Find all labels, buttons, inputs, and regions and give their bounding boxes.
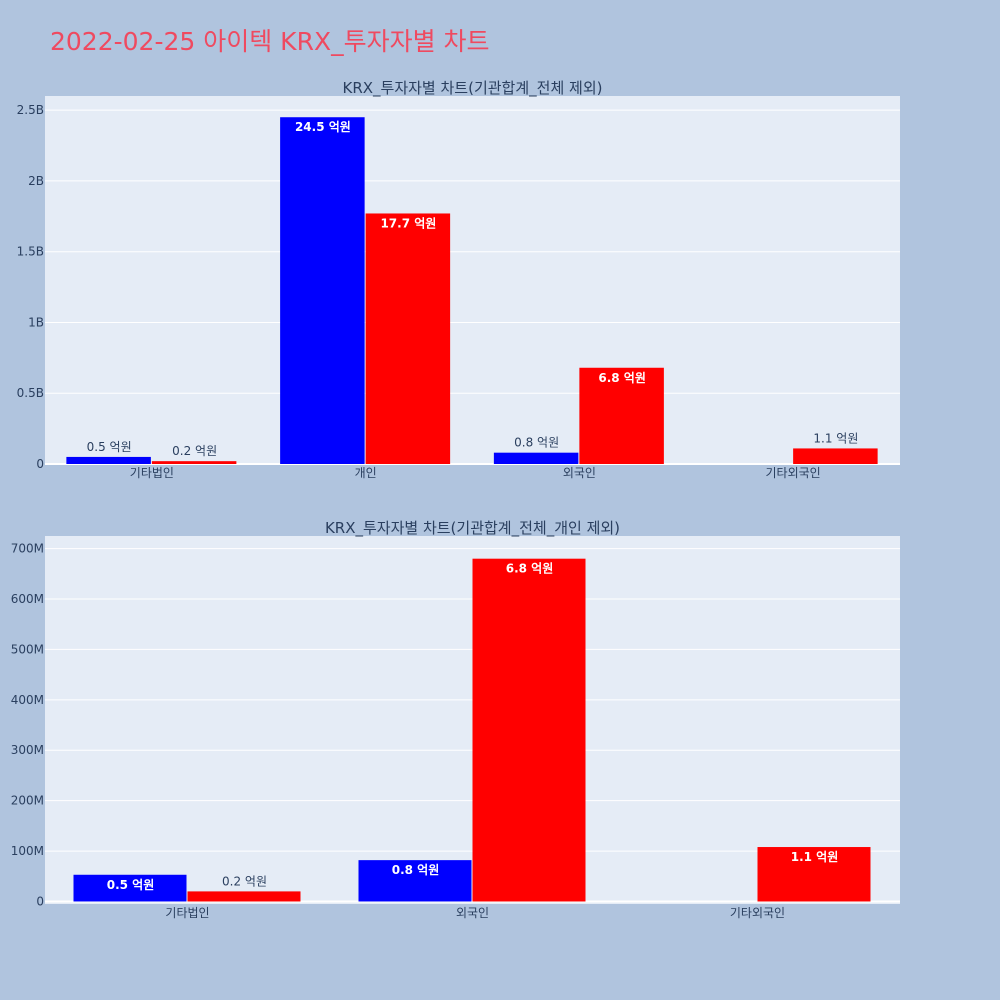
y-tick-label: 100M (11, 844, 44, 858)
bar-data-label: 24.5 억원 (295, 120, 351, 134)
bar-data-label: 6.8 억원 (506, 562, 554, 576)
x-tick-label: 외국인 (563, 466, 596, 480)
bar-red[interactable] (187, 891, 301, 902)
y-tick-label: 300M (11, 743, 44, 757)
bar-data-label: 0.5 억원 (87, 440, 132, 454)
bar-data-label: 0.2 억원 (172, 444, 217, 458)
bar-blue[interactable] (73, 874, 187, 902)
bar-data-label: 0.8 억원 (514, 436, 559, 450)
chart-title: KRX_투자자별 차트(기관합계_전체 제외) (343, 79, 603, 98)
bar-red[interactable] (472, 558, 586, 902)
y-tick-label: 700M (11, 542, 44, 556)
chart-title: KRX_투자자별 차트(기관합계_전체_개인 제외) (325, 519, 620, 538)
x-tick-label: 기타법인 (130, 466, 174, 480)
page-title: 2022-02-25 아이텍 KRX_투자자별 차트 (50, 27, 490, 56)
x-tick-label: 기타외국인 (730, 906, 785, 920)
x-tick-label: 기타법인 (165, 906, 209, 920)
bar-data-label: 17.7 억원 (380, 216, 436, 230)
x-tick-label: 기타외국인 (766, 466, 821, 480)
bar-red[interactable] (579, 367, 664, 464)
bar-data-label: 0.8 억원 (392, 863, 440, 877)
plot-area-1 (45, 96, 900, 464)
bar-data-label: 6.8 억원 (598, 371, 646, 385)
y-tick-label: 600M (11, 592, 44, 606)
bar-red[interactable] (151, 461, 237, 464)
x-tick-label: 외국인 (456, 906, 489, 920)
y-tick-label: 1.5B (17, 245, 44, 259)
y-tick-label: 0 (36, 894, 44, 908)
y-tick-label: 1B (28, 315, 44, 329)
bar-blue[interactable] (66, 456, 151, 464)
bar-data-label: 1.1 억원 (813, 431, 858, 445)
bar-red[interactable] (365, 213, 451, 464)
y-tick-label: 2.5B (17, 103, 44, 117)
y-tick-label: 2B (28, 174, 44, 188)
bar-data-label: 1.1 억원 (791, 850, 839, 864)
bar-blue[interactable] (493, 452, 579, 464)
y-tick-label: 0 (36, 457, 44, 471)
bar-red[interactable] (793, 448, 878, 464)
bar-blue[interactable] (358, 860, 472, 902)
bar-blue[interactable] (280, 117, 365, 464)
x-tick-label: 개인 (355, 466, 377, 480)
y-tick-label: 200M (11, 794, 44, 808)
y-tick-label: 0.5B (17, 386, 44, 400)
bar-data-label: 0.2 억원 (222, 874, 267, 888)
y-tick-label: 400M (11, 693, 44, 707)
bar-data-label: 0.5 억원 (107, 878, 155, 892)
y-tick-label: 500M (11, 642, 44, 656)
bar-red[interactable] (757, 847, 871, 902)
